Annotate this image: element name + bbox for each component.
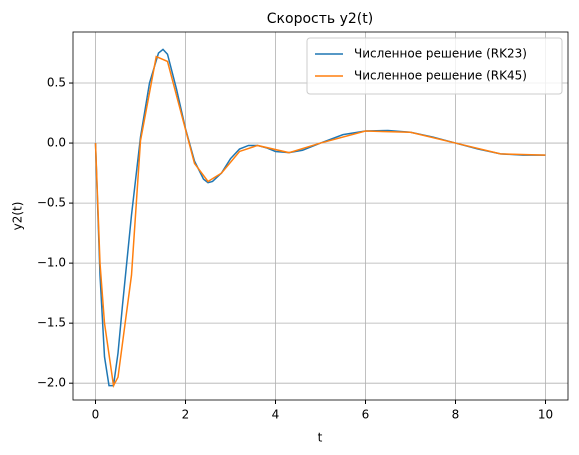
- y-tick-label: −1.5: [37, 316, 66, 330]
- y-tick-label: 0.5: [47, 76, 66, 90]
- series-line: [94, 55, 546, 388]
- x-tick-label: 8: [452, 408, 460, 422]
- series-line: [94, 48, 546, 387]
- legend: Численное решение (RK23) Численное решени…: [306, 37, 563, 95]
- y-tick-label: −1.0: [37, 256, 66, 270]
- x-tick-label: 10: [538, 408, 553, 422]
- legend-label: Численное решение (RK23): [354, 47, 527, 61]
- y-tick-label: −2.0: [37, 376, 66, 390]
- legend-label: Численное решение (RK45): [354, 69, 527, 83]
- plot-area: [94, 48, 546, 388]
- x-tick-label: 4: [272, 408, 280, 422]
- axes-frame: [72, 31, 569, 401]
- y-tick-label: −0.5: [37, 196, 66, 210]
- legend-box: [306, 37, 563, 95]
- x-tick-label: 2: [182, 408, 190, 422]
- x-axis-label: t: [318, 431, 323, 445]
- y-tick-label: 0.0: [47, 136, 66, 150]
- y-axis-label: y2(t): [11, 202, 25, 231]
- chart-title: Скорость y2(t): [267, 11, 373, 27]
- x-tick-label: 6: [362, 408, 370, 422]
- x-tick-label: 0: [92, 408, 100, 422]
